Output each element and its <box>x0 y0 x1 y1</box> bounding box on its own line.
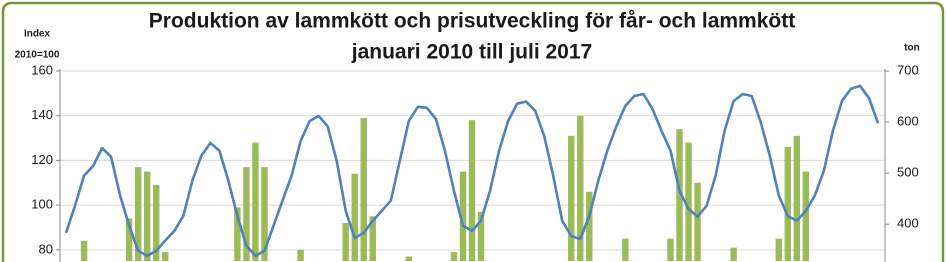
bar <box>784 147 791 261</box>
bar <box>802 171 810 261</box>
y-tick-label: 140 <box>31 107 53 122</box>
bar <box>577 115 584 262</box>
bar <box>468 120 476 261</box>
bar <box>793 135 800 261</box>
bar <box>775 238 782 261</box>
y2-tick-label: 600 <box>897 114 919 129</box>
bar <box>667 238 674 261</box>
bar <box>243 167 250 261</box>
bar <box>369 216 376 261</box>
y-tick-label: 160 <box>31 62 53 77</box>
chart-title: januari 2010 till juli 2017 <box>351 41 592 64</box>
y-tick-label: 100 <box>31 197 53 212</box>
bar <box>125 218 133 261</box>
bar <box>234 207 241 261</box>
bar <box>730 247 737 261</box>
bar <box>568 135 575 261</box>
bar <box>685 142 692 261</box>
bar <box>162 252 169 261</box>
y-axis-label: 2010=100 <box>15 50 60 61</box>
bar <box>477 211 485 261</box>
bar <box>134 167 142 261</box>
y-tick-label: 80 <box>39 241 53 256</box>
bar <box>80 240 88 261</box>
bar <box>342 223 349 261</box>
bar <box>622 238 629 261</box>
bar <box>351 173 358 261</box>
bar <box>297 249 304 261</box>
bar <box>261 167 268 261</box>
y2-tick-label: 700 <box>897 62 919 77</box>
bar <box>153 185 160 261</box>
bar <box>360 117 367 261</box>
bar <box>459 171 467 261</box>
bar <box>144 171 151 261</box>
chart-title: Produktion av lammkött och prisutvecklin… <box>149 10 795 33</box>
bar <box>676 129 683 261</box>
bar <box>586 191 593 261</box>
y-tick-label: 120 <box>31 152 53 167</box>
y2-tick-label: 400 <box>897 216 919 231</box>
bar <box>405 256 413 261</box>
bar <box>694 182 701 261</box>
bar <box>252 142 259 261</box>
y2-axis-label: ton <box>904 43 920 54</box>
y-axis-label: Index <box>24 29 51 40</box>
line <box>64 84 880 258</box>
y2-tick-label: 500 <box>897 165 919 180</box>
bar <box>450 252 458 261</box>
